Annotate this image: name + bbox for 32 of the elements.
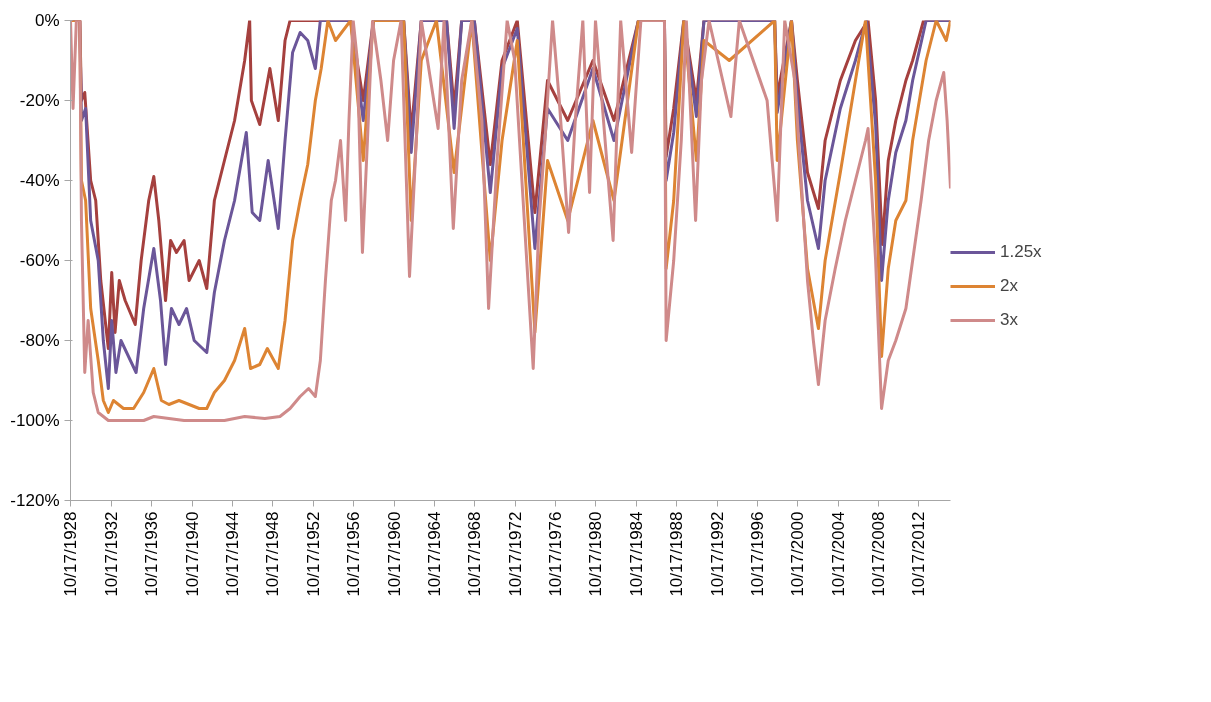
- x-tick-label: 10/17/1944: [222, 511, 242, 597]
- legend-label: 1.25x: [1000, 242, 1042, 262]
- legend-label: 3x: [1000, 310, 1019, 330]
- x-tick-label: 10/17/2008: [869, 511, 889, 597]
- x-tick-label: 10/17/1972: [505, 511, 525, 597]
- y-tick-label: -100%: [10, 411, 60, 430]
- x-tick-label: 10/17/1968: [465, 511, 485, 597]
- x-tick-label: 10/17/1940: [182, 511, 202, 597]
- x-tick-label: 10/17/1960: [384, 511, 404, 597]
- y-tick-label: -20%: [19, 91, 60, 110]
- x-tick-label: 10/17/2012: [909, 511, 929, 597]
- y-tick-label: -60%: [19, 251, 60, 270]
- x-tick-label: 10/17/1996: [747, 511, 767, 597]
- y-tick-label: 0%: [34, 11, 60, 30]
- x-tick-label: 10/17/1984: [626, 511, 646, 597]
- x-tick-label: 10/17/1952: [303, 511, 323, 597]
- x-tick-label: 10/17/2000: [788, 511, 808, 597]
- y-tick-label: -120%: [10, 491, 60, 510]
- x-tick-label: 10/17/1932: [101, 511, 121, 597]
- x-tick-label: 10/17/1976: [546, 511, 566, 597]
- x-tick-label: 10/17/1992: [707, 511, 727, 597]
- x-tick-label: 10/17/1948: [263, 511, 283, 597]
- x-tick-label: 10/17/2004: [828, 511, 848, 597]
- x-tick-label: 10/17/1928: [61, 511, 81, 597]
- y-tick-label: -80%: [19, 331, 60, 350]
- y-tick-label: -40%: [19, 171, 60, 190]
- x-tick-label: 10/17/1964: [424, 511, 444, 597]
- x-tick-label: 10/17/1980: [586, 511, 606, 597]
- legend-label: 2x: [1000, 276, 1019, 296]
- x-tick-label: 10/17/1956: [344, 511, 364, 597]
- x-tick-label: 10/17/1988: [667, 511, 687, 597]
- x-tick-label: 10/17/1936: [142, 511, 162, 597]
